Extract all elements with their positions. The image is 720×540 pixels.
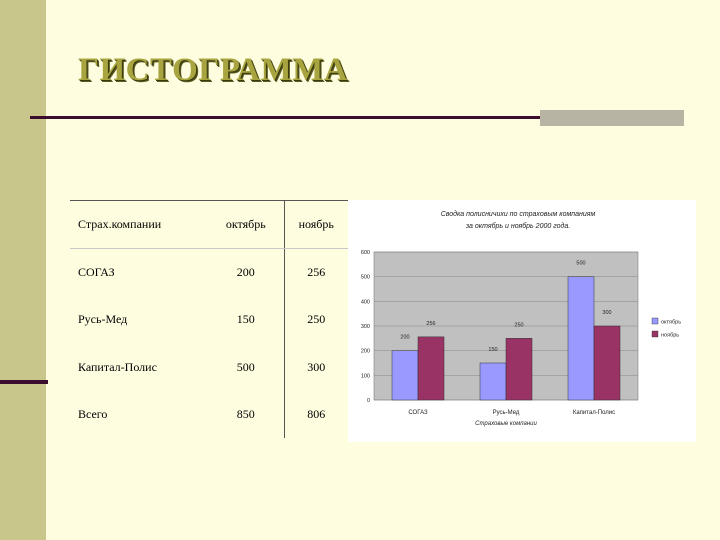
chart-svg: Сводка полисничихи по страховым компания…: [361, 210, 681, 427]
table-cell: 200: [208, 248, 285, 297]
bar: [593, 325, 621, 401]
table-cell: Русь-Мед: [78, 312, 128, 327]
legend-label: октябрь: [661, 320, 681, 326]
x-axis-label: Страховые компании: [475, 421, 537, 427]
data-label: 500: [576, 261, 585, 267]
table-cell: 250: [307, 312, 326, 327]
data-label: 150: [488, 347, 497, 353]
bar: [391, 350, 419, 401]
table-header-cell: ноябрь: [284, 199, 348, 250]
y-tick-label: 0: [367, 398, 370, 404]
y-tick-label: 400: [361, 299, 370, 305]
y-tick-label: 100: [361, 373, 370, 379]
table-header-row: Страх.компании октябрь ноябрь: [70, 199, 348, 250]
side-bar-accent: [0, 380, 48, 384]
legend-swatch: [651, 330, 659, 338]
legend-label: ноябрь: [661, 333, 679, 339]
table-cell: 256: [307, 265, 326, 280]
table-cell: 850: [208, 390, 285, 438]
y-tick-label: 200: [361, 349, 370, 355]
y-tick-label: 500: [361, 275, 370, 281]
y-tick-label: 600: [361, 250, 370, 256]
table-row: Капитал-Полис 500 300: [70, 343, 348, 391]
x-tick-label: Русь-Мед: [493, 410, 520, 416]
bar: [417, 336, 445, 401]
table-cell: 500: [208, 343, 285, 391]
title-underline: [30, 116, 684, 119]
chart-title: за октябрь и ноябрь 2000 года.: [465, 222, 570, 230]
side-bar: [0, 0, 46, 540]
table-row: Русь-Мед 150 250: [70, 296, 348, 344]
x-tick-label: Капитал-Полис: [573, 410, 615, 416]
legend-swatch: [651, 317, 659, 325]
table-cell: Капитал-Полис: [78, 359, 157, 374]
bar: [479, 362, 507, 401]
table-row: СОГАЗ 200 256: [70, 248, 348, 297]
y-tick-label: 300: [361, 324, 370, 330]
table-cell: Всего: [78, 406, 108, 421]
data-label: 256: [426, 321, 435, 327]
table-cell: 300: [307, 359, 326, 374]
bar-chart: Сводка полисничихи по страховым компания…: [348, 200, 696, 442]
table-cell: 150: [208, 296, 285, 344]
data-label: 250: [514, 322, 523, 328]
chart-title: Сводка полисничихи по страховым компания…: [441, 210, 596, 218]
table-header-cell: октябрь: [208, 199, 285, 250]
title-underline-block: [540, 110, 684, 126]
bar: [505, 338, 533, 401]
table-row: Всего 850 806: [70, 390, 348, 438]
data-label: 300: [602, 310, 611, 316]
slide-title: ГИСТОГРАММА: [78, 52, 349, 88]
table-cell: 806: [307, 406, 326, 421]
table-header-cell: Страх.компании: [70, 199, 208, 250]
data-label: 200: [400, 335, 409, 341]
table-cell: СОГАЗ: [78, 265, 115, 280]
data-table: Страх.компании октябрь ноябрь СОГАЗ 200 …: [70, 199, 348, 438]
x-tick-label: СОГАЗ: [408, 410, 428, 416]
bar: [567, 276, 595, 401]
